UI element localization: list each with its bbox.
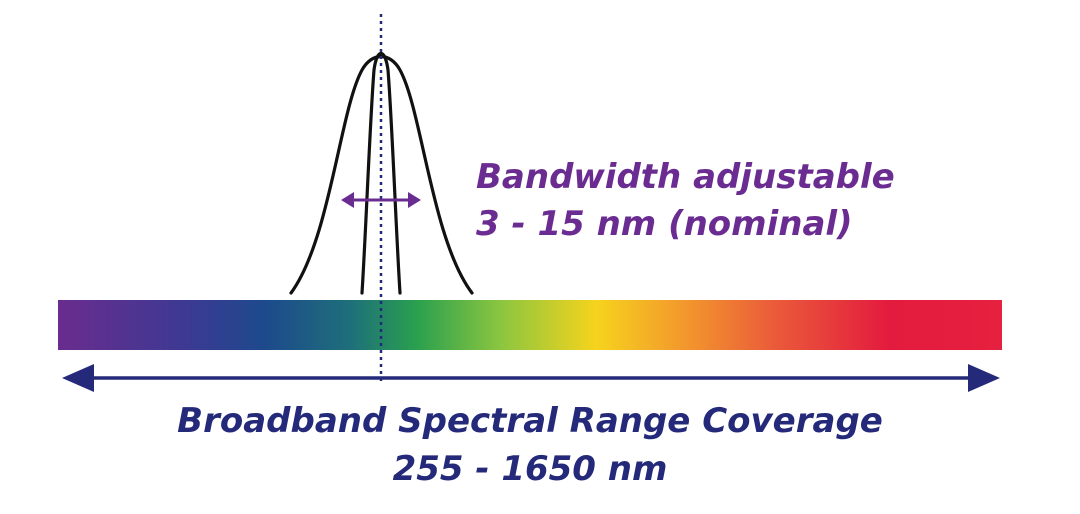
spectrum-bar xyxy=(58,300,1002,350)
range-label-line2: 255 - 1650 nm xyxy=(393,449,668,489)
bandwidth-arrow xyxy=(341,192,421,208)
bandwidth-label-line1: Bandwidth adjustable xyxy=(476,157,895,197)
narrow-bandwidth-curve xyxy=(360,51,402,295)
range-arrow xyxy=(62,364,1000,392)
bandwidth-label-line2: 3 - 15 nm (nominal) xyxy=(476,204,853,244)
range-label-line1: Broadband Spectral Range Coverage xyxy=(177,401,883,441)
